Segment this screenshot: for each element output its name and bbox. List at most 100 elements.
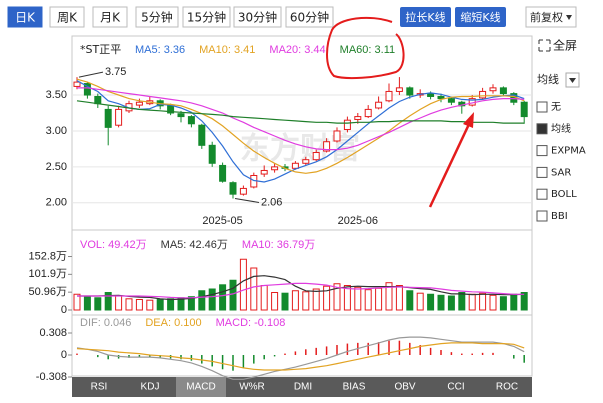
- period-tab-label[interactable]: 5分钟: [141, 10, 173, 25]
- volume-bar: [489, 294, 497, 311]
- series-line: [76, 80, 525, 183]
- period-tab[interactable]: [182, 6, 231, 28]
- indicator-tab-label[interactable]: W%R: [239, 382, 265, 393]
- checkbox-label[interactable]: BBI: [551, 211, 568, 222]
- candle-body: [83, 83, 91, 96]
- series-line: [77, 87, 525, 151]
- adjust-select[interactable]: [525, 6, 577, 28]
- checkbox-label[interactable]: 无: [551, 102, 561, 113]
- volume-bar: [239, 258, 247, 311]
- candle-body: [229, 182, 237, 195]
- volume-bar: [520, 292, 528, 311]
- legend-entry: DEA: 0.100: [145, 317, 201, 329]
- checkbox[interactable]: [536, 166, 548, 178]
- indicator-tab-label[interactable]: BIAS: [343, 382, 366, 393]
- zoom-button[interactable]: [455, 7, 506, 27]
- arrow-head: [463, 112, 474, 128]
- checkbox-label[interactable]: EXPMA: [551, 146, 586, 157]
- zoom-button-label[interactable]: 缩短K线: [460, 10, 500, 24]
- volume-bar: [260, 285, 268, 311]
- dropdown-arrow: [566, 15, 572, 20]
- indicator-tab-label[interactable]: RSI: [91, 382, 108, 393]
- candle-body: [187, 116, 195, 125]
- candle-body: [499, 87, 507, 95]
- y-tick-label: 2.50: [46, 161, 67, 173]
- checkbox-label[interactable]: SAR: [551, 167, 571, 178]
- annotation-label: 3.75: [105, 66, 126, 78]
- fullscreen-icon[interactable]: [538, 39, 551, 52]
- candle-body: [364, 108, 372, 118]
- candle-body: [177, 113, 185, 118]
- period-tab[interactable]: [49, 6, 85, 28]
- checkbox[interactable]: [536, 101, 548, 113]
- period-tab[interactable]: [7, 6, 43, 28]
- volume-bar: [354, 286, 362, 311]
- y-tick-label: 152.8万: [28, 250, 67, 262]
- candle-body: [115, 108, 123, 126]
- series-line: [76, 78, 525, 174]
- indicator-select-label[interactable]: 均线: [537, 72, 559, 86]
- volume-bar: [416, 292, 424, 311]
- volume-bar: [219, 284, 227, 311]
- period-tab[interactable]: [92, 6, 128, 28]
- legend-entry: MACD: -0.108: [216, 317, 286, 329]
- stock-name: *ST正平: [80, 43, 121, 56]
- x-tick-label: 2025-05: [202, 215, 242, 227]
- candle-body: [520, 101, 528, 118]
- checkbox[interactable]: [536, 210, 548, 222]
- candle-body: [427, 93, 435, 97]
- indicator-tab-label[interactable]: MACD: [186, 382, 215, 393]
- period-tab-label[interactable]: 30分钟: [238, 10, 277, 25]
- annotation-arrow: [428, 121, 472, 208]
- indicator-tab-label[interactable]: CCI: [447, 382, 464, 393]
- volume-bar: [83, 296, 91, 311]
- volume-bar: [406, 290, 414, 311]
- period-tab[interactable]: [233, 6, 282, 28]
- candle-body: [208, 144, 216, 164]
- checkbox-label[interactable]: 均线: [551, 122, 571, 135]
- volume-bar: [271, 292, 279, 311]
- period-tab[interactable]: [135, 6, 179, 28]
- zoom-button-label[interactable]: 拉长K线: [405, 10, 445, 24]
- candle-body: [395, 87, 403, 92]
- indicator-tab-label[interactable]: OBV: [394, 382, 415, 393]
- candle-body: [219, 164, 227, 182]
- fullscreen-label[interactable]: 全屏: [553, 38, 577, 53]
- y-tick-label: 0: [61, 304, 67, 316]
- period-tab-label[interactable]: 15分钟: [187, 10, 226, 25]
- period-tab-label[interactable]: 60分钟: [290, 10, 329, 25]
- period-tab[interactable]: [285, 6, 334, 28]
- x-tick-label: 2025-06: [338, 215, 378, 227]
- checkbox[interactable]: [536, 145, 548, 157]
- volume-bar: [510, 293, 518, 311]
- volume-bar: [364, 289, 372, 311]
- period-tab-label[interactable]: 周K: [57, 11, 78, 25]
- volume-bar: [447, 295, 455, 311]
- volume-bar: [167, 298, 175, 311]
- period-tab-label[interactable]: 日K: [15, 11, 36, 25]
- volume-bar: [375, 287, 383, 311]
- indicator-tab-label[interactable]: KDJ: [141, 382, 160, 393]
- candle-body: [302, 159, 310, 164]
- volume-bar: [395, 285, 403, 311]
- y-tick-label: 2.00: [46, 197, 67, 209]
- volume-bar: [73, 293, 81, 311]
- candle-body: [323, 141, 331, 152]
- volume-bar: [156, 299, 164, 311]
- volume-bar: [312, 288, 320, 311]
- indicator-tab-label[interactable]: ROC: [496, 382, 518, 393]
- indicator-tab-active[interactable]: [176, 377, 226, 397]
- checkbox[interactable]: [536, 188, 548, 200]
- checkbox[interactable]: [536, 123, 548, 135]
- legend-entry: VOL: 49.42万: [80, 239, 147, 251]
- adjust-select-label[interactable]: 前复权: [530, 10, 563, 24]
- checkbox-label[interactable]: BOLL: [551, 189, 577, 200]
- period-tab-label[interactable]: 月K: [100, 11, 121, 25]
- volume-bar: [302, 291, 310, 311]
- dropdown-arrow: [569, 78, 576, 83]
- zoom-button[interactable]: [400, 7, 451, 27]
- volume-bar: [104, 292, 112, 311]
- indicator-tab-label[interactable]: DMI: [294, 382, 312, 393]
